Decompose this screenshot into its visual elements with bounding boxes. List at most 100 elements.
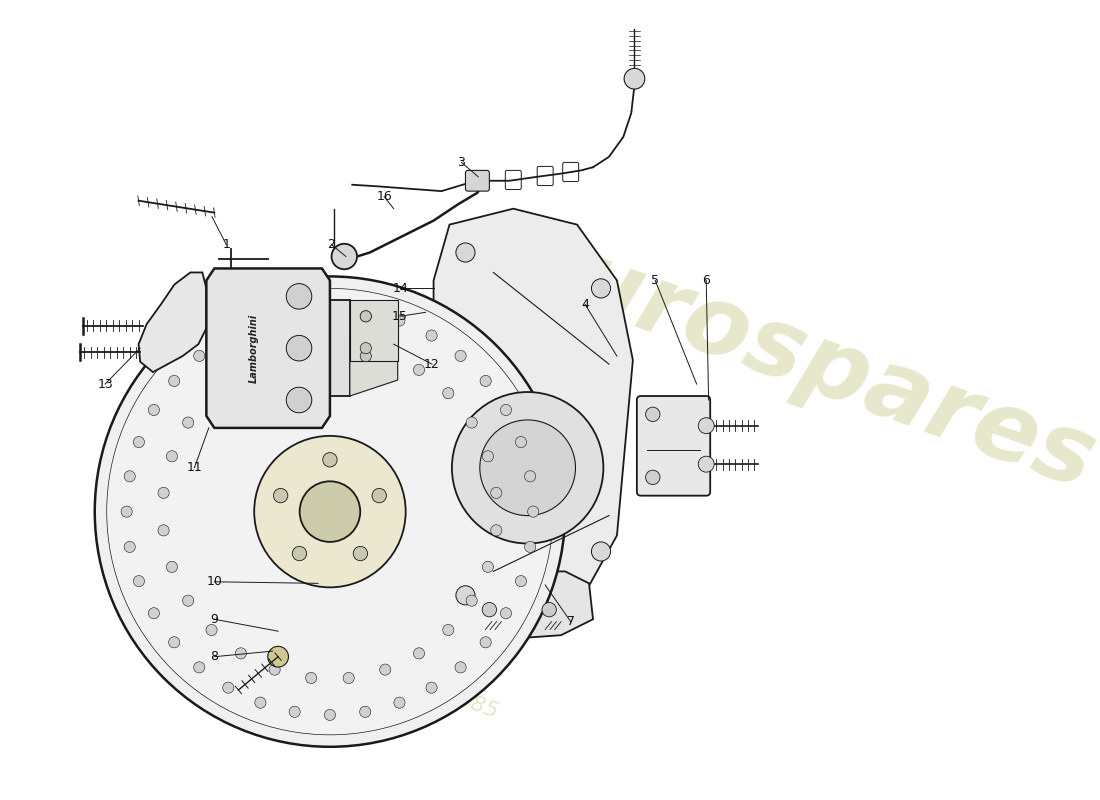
- Circle shape: [286, 387, 311, 413]
- Circle shape: [455, 586, 475, 605]
- Circle shape: [299, 482, 360, 542]
- Circle shape: [394, 315, 405, 326]
- Circle shape: [168, 637, 179, 648]
- Circle shape: [491, 525, 502, 536]
- Text: 9: 9: [210, 613, 218, 626]
- Circle shape: [194, 662, 205, 673]
- Circle shape: [646, 470, 660, 485]
- Circle shape: [270, 664, 280, 675]
- Circle shape: [483, 562, 494, 573]
- Circle shape: [293, 546, 307, 561]
- Text: 12: 12: [425, 358, 440, 370]
- Text: 15: 15: [392, 310, 408, 322]
- Circle shape: [516, 437, 527, 448]
- Polygon shape: [350, 332, 398, 396]
- Text: Lamborghini: Lamborghini: [249, 314, 258, 383]
- Circle shape: [133, 437, 144, 448]
- Text: eurospares: eurospares: [497, 211, 1100, 509]
- Circle shape: [133, 575, 144, 586]
- Polygon shape: [139, 273, 207, 372]
- Circle shape: [500, 404, 512, 415]
- Circle shape: [360, 706, 371, 718]
- Circle shape: [466, 417, 477, 428]
- Circle shape: [442, 388, 454, 399]
- Text: 3: 3: [458, 156, 465, 169]
- FancyBboxPatch shape: [637, 396, 711, 496]
- Circle shape: [124, 542, 135, 553]
- Circle shape: [698, 418, 714, 434]
- Circle shape: [289, 706, 300, 718]
- Circle shape: [455, 243, 475, 262]
- Text: a passion for parts since 1985: a passion for parts since 1985: [178, 588, 502, 722]
- Circle shape: [452, 392, 604, 543]
- Circle shape: [148, 608, 159, 619]
- Circle shape: [491, 487, 502, 498]
- Text: 6: 6: [702, 274, 711, 287]
- Circle shape: [592, 279, 611, 298]
- Circle shape: [482, 602, 496, 617]
- Circle shape: [183, 417, 194, 428]
- Circle shape: [286, 284, 311, 309]
- Circle shape: [343, 672, 354, 683]
- Circle shape: [480, 420, 575, 515]
- Text: 1: 1: [222, 238, 230, 251]
- FancyBboxPatch shape: [465, 170, 490, 191]
- Circle shape: [206, 388, 217, 399]
- Circle shape: [274, 489, 288, 502]
- Circle shape: [360, 310, 372, 322]
- Circle shape: [183, 595, 194, 606]
- Circle shape: [480, 637, 492, 648]
- Circle shape: [324, 710, 336, 721]
- Circle shape: [331, 244, 358, 270]
- Circle shape: [542, 602, 557, 617]
- Circle shape: [194, 350, 205, 362]
- Circle shape: [414, 364, 425, 375]
- Circle shape: [158, 487, 169, 498]
- Circle shape: [525, 542, 536, 553]
- Circle shape: [624, 68, 645, 89]
- Polygon shape: [350, 300, 398, 361]
- Circle shape: [158, 525, 169, 536]
- Circle shape: [483, 450, 494, 462]
- Text: 7: 7: [566, 615, 574, 628]
- Circle shape: [516, 575, 527, 586]
- Circle shape: [394, 697, 405, 708]
- Circle shape: [270, 348, 280, 359]
- Circle shape: [442, 625, 454, 635]
- Circle shape: [124, 470, 135, 482]
- Circle shape: [166, 562, 177, 573]
- Circle shape: [206, 625, 217, 635]
- Circle shape: [322, 453, 337, 467]
- Circle shape: [95, 277, 565, 746]
- Circle shape: [289, 306, 300, 317]
- Polygon shape: [426, 209, 632, 639]
- Circle shape: [466, 595, 477, 606]
- Text: 10: 10: [207, 575, 222, 588]
- Circle shape: [166, 450, 177, 462]
- Circle shape: [360, 350, 372, 362]
- Circle shape: [168, 375, 179, 386]
- Text: 11: 11: [187, 462, 202, 474]
- Circle shape: [455, 662, 466, 673]
- Circle shape: [306, 340, 317, 351]
- Circle shape: [255, 315, 266, 326]
- Circle shape: [286, 335, 311, 361]
- Circle shape: [379, 348, 390, 359]
- Text: 13: 13: [97, 378, 113, 390]
- Circle shape: [525, 470, 536, 482]
- Circle shape: [343, 340, 354, 351]
- Circle shape: [455, 350, 466, 362]
- Circle shape: [592, 542, 611, 561]
- Text: 4: 4: [581, 298, 589, 311]
- Circle shape: [698, 456, 714, 472]
- Circle shape: [360, 342, 372, 354]
- Circle shape: [372, 489, 386, 502]
- Text: 16: 16: [376, 190, 392, 203]
- Circle shape: [360, 310, 372, 322]
- Polygon shape: [207, 269, 330, 428]
- Circle shape: [480, 375, 492, 386]
- Circle shape: [148, 404, 159, 415]
- Circle shape: [426, 330, 437, 341]
- Polygon shape: [458, 571, 593, 639]
- Circle shape: [121, 506, 132, 517]
